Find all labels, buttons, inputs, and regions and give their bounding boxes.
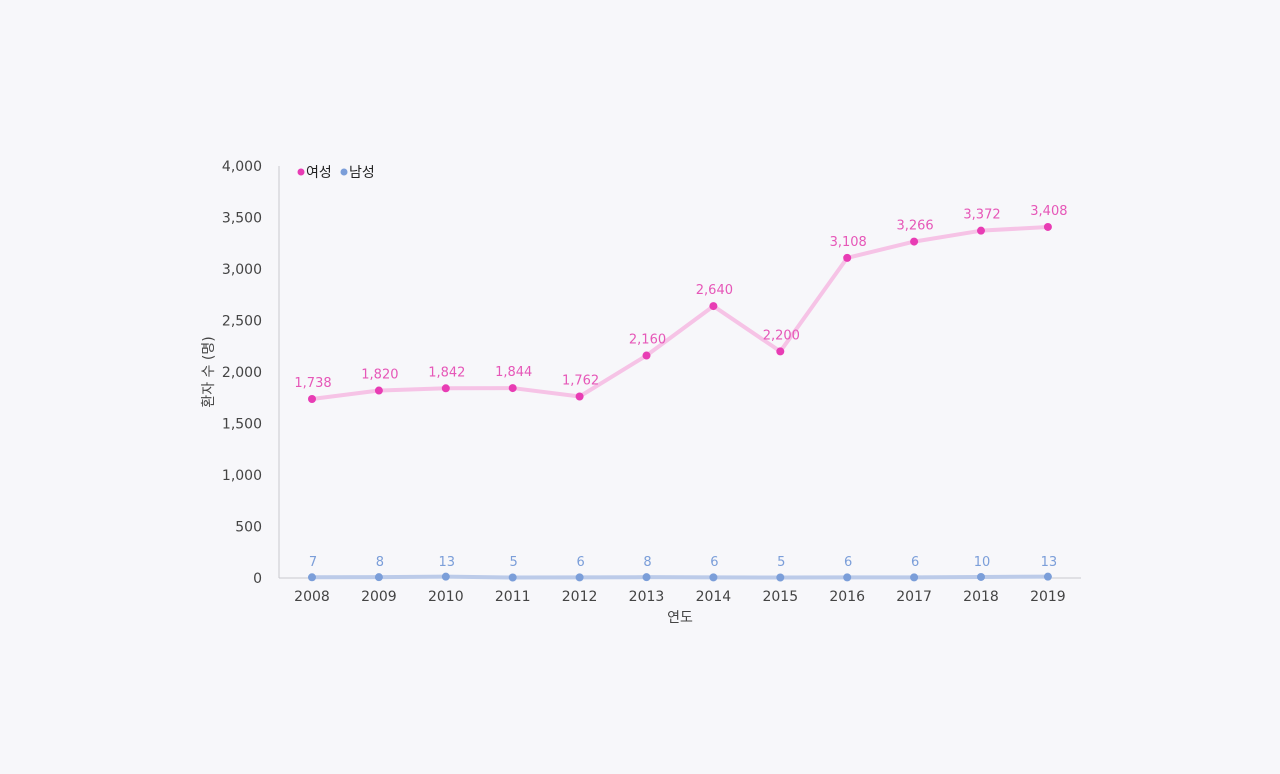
y-tick-label: 2,500 xyxy=(222,314,262,330)
data-label: 1,820 xyxy=(361,368,398,383)
data-label: 6 xyxy=(844,555,852,570)
data-point xyxy=(1043,222,1052,231)
data-label: 3,108 xyxy=(830,235,867,250)
data-label: 1,738 xyxy=(294,376,331,391)
data-point xyxy=(709,573,718,582)
y-tick-label: 2,000 xyxy=(222,365,262,381)
y-axis-title: 환자 수 (명) xyxy=(201,336,217,407)
x-axis-title: 연도 xyxy=(667,610,693,626)
data-label: 3,408 xyxy=(1030,204,1067,219)
legend-marker xyxy=(297,168,305,176)
data-point xyxy=(977,572,985,581)
y-tick-label: 3,500 xyxy=(222,211,262,227)
x-tick-label: 2009 xyxy=(361,589,397,605)
data-point xyxy=(642,573,651,582)
data-label: 2,640 xyxy=(696,283,733,298)
y-tick-label: 0 xyxy=(253,571,262,587)
legend-label: 남성 xyxy=(349,165,375,181)
data-point xyxy=(308,394,316,403)
x-tick-label: 2014 xyxy=(696,589,732,605)
x-tick-label: 2015 xyxy=(762,589,798,605)
series-line xyxy=(310,574,1050,580)
series-line xyxy=(310,224,1050,401)
data-label: 6 xyxy=(710,555,718,570)
legend: 여성 남성 xyxy=(297,165,375,181)
legend-label: 여성 xyxy=(306,165,332,181)
data-point xyxy=(508,573,517,582)
x-tick-label: 2019 xyxy=(1030,589,1066,605)
x-tick-label: 2012 xyxy=(562,589,598,605)
data-label: 3,372 xyxy=(963,208,1000,223)
data-label: 2,200 xyxy=(763,328,800,343)
y-tick-label: 3,000 xyxy=(222,262,262,278)
data-label: 1,844 xyxy=(495,365,532,380)
y-tick-label: 4,000 xyxy=(222,159,262,175)
data-label: 13 xyxy=(1041,555,1058,570)
axes: 0 500 1,000 1,500 2,000 2,500 3,000 3,500 4,000 2… xyxy=(201,159,1081,626)
data-point xyxy=(441,384,450,393)
legend-marker xyxy=(340,168,348,176)
x-tick-label: 2013 xyxy=(629,589,665,605)
data-point xyxy=(642,351,651,360)
data-label: 8 xyxy=(643,555,651,570)
data-label: 2,160 xyxy=(629,333,666,348)
data-point xyxy=(977,226,985,235)
y-tick-label: 1,500 xyxy=(222,417,262,433)
data-label: 7 xyxy=(309,555,317,570)
data-point xyxy=(910,573,919,582)
data-label: 5 xyxy=(777,555,785,570)
data-point xyxy=(575,573,584,582)
x-tick-label: 2018 xyxy=(963,589,999,605)
plot-area: 1,738 1,820 1,842 1,844 1,762 2,160 2,640 2,200… xyxy=(294,204,1068,582)
data-label: 1,842 xyxy=(428,365,465,380)
data-label: 8 xyxy=(376,555,384,570)
data-point xyxy=(575,392,584,401)
data-point xyxy=(776,347,785,356)
data-label: 5 xyxy=(510,555,518,570)
data-point xyxy=(1043,572,1052,581)
x-tick-label: 2011 xyxy=(495,589,531,605)
data-label: 13 xyxy=(439,555,456,570)
x-tick-label: 2010 xyxy=(428,589,464,605)
data-label: 10 xyxy=(974,555,991,570)
x-tick-label: 2016 xyxy=(829,589,865,605)
data-point xyxy=(709,302,718,311)
data-label: 6 xyxy=(911,555,919,570)
data-point xyxy=(910,237,919,246)
data-label: 1,762 xyxy=(562,374,599,389)
data-point xyxy=(374,386,383,395)
x-tick-label: 2008 xyxy=(294,589,330,605)
series-female: 1,738 1,820 1,842 1,844 1,762 2,160 2,640 2,200… xyxy=(294,204,1068,403)
data-point xyxy=(508,384,517,393)
data-point xyxy=(374,573,383,582)
series-male: 7 8 13 5 6 8 6 5 6 6 10 13 xyxy=(308,555,1058,582)
y-tick-label: 500 xyxy=(235,520,262,536)
data-point xyxy=(843,253,852,262)
y-tick-label: 1,000 xyxy=(222,468,262,484)
data-label: 3,266 xyxy=(896,219,933,234)
data-label: 6 xyxy=(576,555,584,570)
data-point xyxy=(776,573,785,582)
data-point xyxy=(308,573,316,582)
data-point xyxy=(843,573,852,582)
x-tick-label: 2017 xyxy=(896,589,932,605)
data-point xyxy=(441,572,450,581)
